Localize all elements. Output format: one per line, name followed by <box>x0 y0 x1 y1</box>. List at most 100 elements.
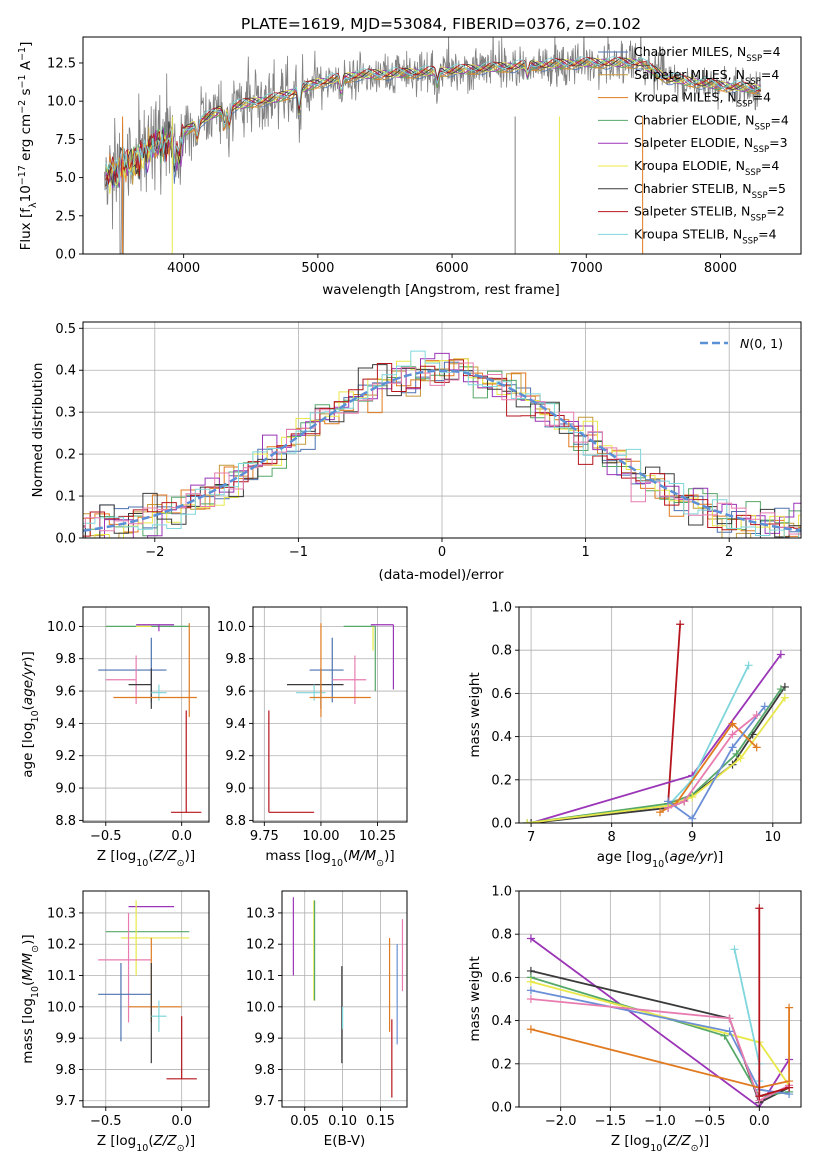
weight-marker <box>776 685 785 694</box>
weight-marker <box>744 661 753 670</box>
label-part: ( <box>662 1133 667 1149</box>
legend-entry: Kroupa ELODIE, NSSP=4 <box>634 158 779 178</box>
legend-entry-part: SSP <box>745 77 761 87</box>
axes-frame <box>82 36 802 255</box>
x-tick-label: 0.10 <box>328 1114 357 1129</box>
weight-marker <box>736 754 745 763</box>
y-tick-label: 9.8 <box>55 1063 76 1078</box>
y-tick-label: 10.1 <box>47 969 76 984</box>
x-tick-label: 9.75 <box>250 829 279 844</box>
label-part: )] <box>20 651 36 662</box>
legend-entry: Salpeter STELIB, NSSP=2 <box>634 204 785 224</box>
label-part: 10 <box>30 710 41 722</box>
y-tick-label: 9.8 <box>225 652 246 667</box>
legend-entry-part: Kroupa ELODIE, N <box>634 158 745 173</box>
y-tick-label: 9.6 <box>225 685 246 700</box>
legend-entry-part: SSP <box>753 145 769 155</box>
legend-entry-part: SSP <box>737 100 753 110</box>
x-tick-label: −1.5 <box>595 1114 627 1129</box>
y-axis-label: Flux [fλ10−17 erg cm−2 s−1 A−1] <box>17 42 39 251</box>
y-axis-label: age [log10(age/yr)] <box>20 651 41 777</box>
x-tick-label: 8 <box>608 830 616 845</box>
label-part: mass [log <box>20 998 36 1064</box>
y-tick-label: 9.0 <box>55 782 76 797</box>
legend-entry-part: =5 <box>768 181 786 196</box>
x-tick-label: 10 <box>765 830 782 845</box>
weight-marker <box>752 743 761 752</box>
legend-entry-part: Salpeter ELODIE, N <box>634 135 753 150</box>
label-part: )] <box>713 849 724 865</box>
y-axis-label: Normed distribution <box>30 363 46 498</box>
y-axis-label: mass weight <box>467 672 483 757</box>
weight-line <box>667 624 681 804</box>
weight-line <box>530 1007 790 1089</box>
y-tick-label: 9.4 <box>225 717 246 732</box>
label-part: λ <box>28 202 39 208</box>
label-part: ( <box>343 848 348 864</box>
x-tick-label: 2 <box>725 545 733 560</box>
weight-marker <box>680 797 689 806</box>
y-tick-label: 0.0 <box>491 817 512 832</box>
y-tick-label: 9.4 <box>55 717 76 732</box>
x-tick-label: 4000 <box>167 261 200 276</box>
legend-entry-part: Kroupa MILES, N <box>634 90 737 105</box>
legend-entry-part: SSP <box>742 236 758 246</box>
weight-marker <box>656 808 664 817</box>
label-part: )] <box>20 934 36 945</box>
label-part: erg cm <box>18 114 34 165</box>
x-tick-label: 7000 <box>570 261 603 276</box>
weight-marker <box>760 702 769 711</box>
weight-marker <box>730 945 739 954</box>
x-tick-label: 7 <box>527 830 535 845</box>
residual-histogram-panel: −2 −1 0 1 2 0.0 0.1 0.2 0.3 0.4 0.5 (data-model)/er… <box>30 321 802 583</box>
model-spectrum-line <box>105 56 761 185</box>
y-tick-label: 10.0 <box>47 95 76 110</box>
x-tick-label: −0.5 <box>90 829 122 844</box>
plot-area <box>523 620 789 823</box>
histogram-step <box>83 361 801 538</box>
legend-entry-part: =2 <box>766 204 784 219</box>
x-tick-label: 0.0 <box>171 829 192 844</box>
weight-marker <box>526 934 535 943</box>
label-part: age/yr <box>20 660 36 705</box>
label-part: ⊙ <box>177 1143 185 1154</box>
label-part: age [log <box>20 722 36 777</box>
figure-title: PLATE=1619, MJD=53084, FIBERID=0376, z=0… <box>241 15 641 33</box>
weight-line <box>531 686 786 823</box>
y-tick-label: 10.3 <box>246 906 275 921</box>
label-part: ( <box>148 1133 153 1149</box>
y-tick-label: 5.0 <box>55 171 76 186</box>
label-part: Z [log <box>611 1133 650 1149</box>
weight-marker <box>755 1092 764 1101</box>
y-tick-label: 8.8 <box>225 814 246 829</box>
legend-entry-part: =4 <box>758 226 776 241</box>
y-tick-label: 9.9 <box>55 1032 76 1047</box>
label-part: 10 <box>30 986 41 998</box>
y-tick-label: 0.4 <box>491 1014 512 1029</box>
legend-entry-part: SSP <box>746 54 762 64</box>
y-tick-label: 9.8 <box>254 1063 275 1078</box>
weight-marker <box>523 819 532 823</box>
y-tick-label: 10.0 <box>47 1000 76 1015</box>
weight-marker <box>755 904 764 913</box>
x-tick-label: 0 <box>438 545 446 560</box>
weight-marker <box>688 793 697 802</box>
weight-marker <box>785 1083 794 1092</box>
legend-entry-part: SSP <box>745 168 761 178</box>
y-tick-label: 9.0 <box>225 782 246 797</box>
label-part: 10 <box>331 858 343 869</box>
legend-entry-part: Salpeter MILES, N <box>634 67 745 82</box>
weight-line <box>667 705 766 821</box>
y-tick-label: 0.2 <box>491 773 512 788</box>
legend-entry-part: Chabrier STELIB, N <box>634 181 752 196</box>
legend-entry: Kroupa MILES, NSSP=4 <box>634 90 771 110</box>
weight-marker <box>776 650 785 659</box>
weight-marker <box>526 977 535 986</box>
x-axis-label: Z [log10(Z/Z⊙)] <box>611 1133 709 1154</box>
legend-entry: Chabrier MILES, NSSP=4 <box>634 44 781 64</box>
weight-marker <box>725 1027 734 1036</box>
label-part: M/M <box>20 952 36 980</box>
legend-entry-part: (0, 1) <box>749 336 783 351</box>
